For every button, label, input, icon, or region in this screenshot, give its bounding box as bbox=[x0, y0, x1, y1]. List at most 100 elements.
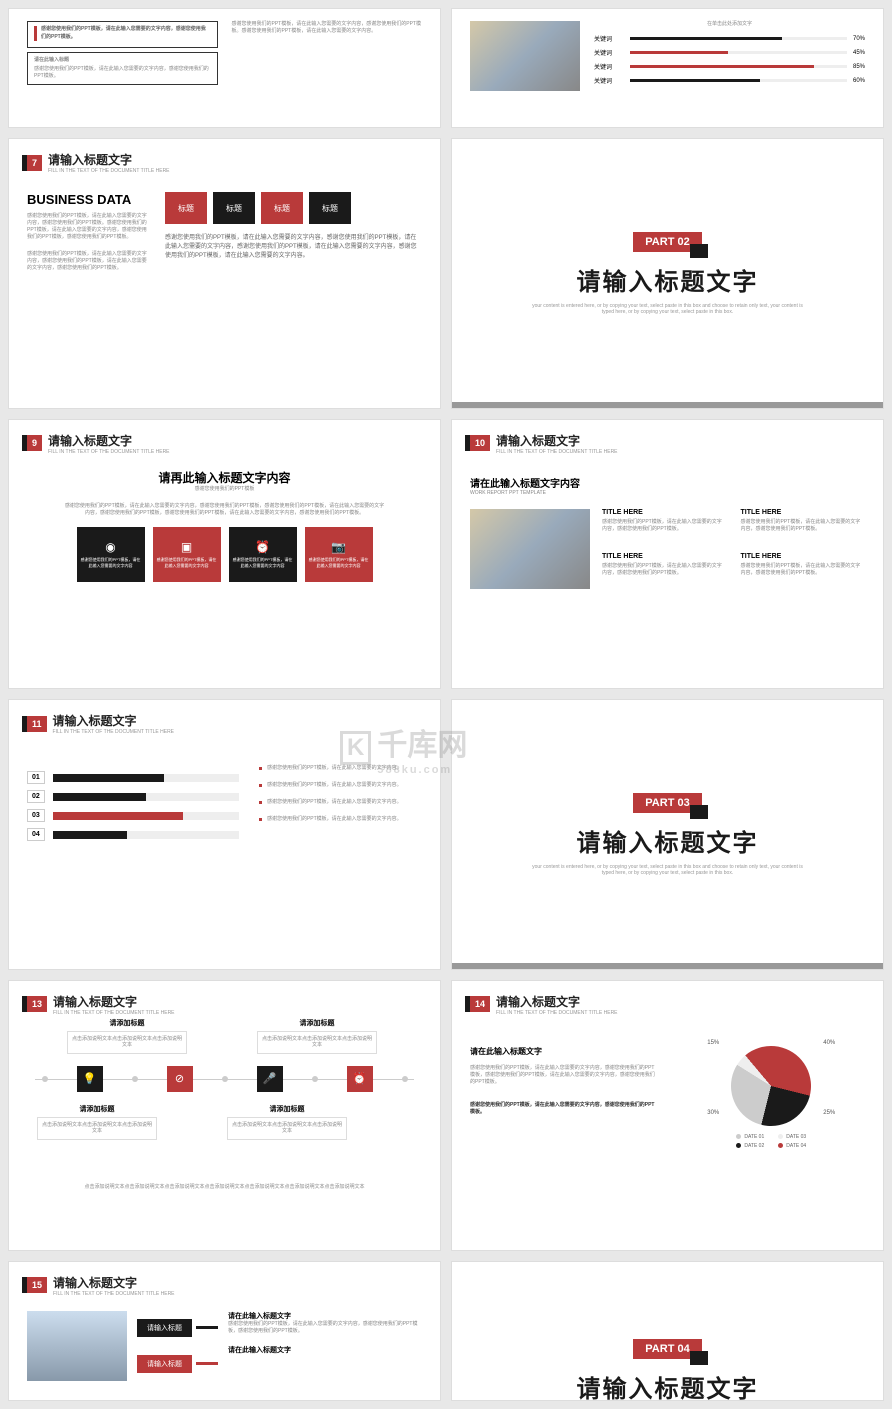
legend-item: DATE 02 bbox=[736, 1143, 764, 1149]
footer: 点击添加说明文本点击添加说明文本点击添加说明文本点击添加说明文本点击添加说明文本… bbox=[27, 1184, 422, 1191]
keyword-row: 关键词60% bbox=[594, 76, 865, 85]
slide-number: 11 bbox=[27, 716, 47, 732]
slide-subtitle: FILL IN THE TEXT OF THE DOCUMENT TITLE H… bbox=[48, 168, 170, 174]
slide-subtitle: FILL IN THE TEXT OF THE DOCUMENT TITLE H… bbox=[496, 1010, 618, 1016]
tl-body: 点击添加说明文本点击添加说明文本点击添加说明文本 bbox=[37, 1117, 157, 1140]
part-badge: PART 02 bbox=[633, 232, 701, 252]
tl-body: 点击添加说明文本点击添加说明文本点击添加说明文本 bbox=[227, 1117, 347, 1140]
box2-title: 请在此输入标题 bbox=[34, 57, 211, 64]
slide-part-04: PART 04 请输入标题文字 bbox=[451, 1261, 884, 1401]
rbody: 感谢您使用我们的PPT模板，请在此输入您需要的文字内容，感谢您使用我们的PPT模… bbox=[165, 234, 422, 261]
slide-7: 7 请输入标题文字 FILL IN THE TEXT OF THE DOCUME… bbox=[8, 138, 441, 409]
tab-box: 标题 bbox=[213, 192, 255, 224]
box2-body: 感谢您使用我们的PPT模板，请在此输入您需要的文字内容，感谢您使用我们的PPT模… bbox=[34, 66, 211, 80]
tab-box: 标题 bbox=[165, 192, 207, 224]
slide-14: 14 请输入标题文字 FILL IN THE TEXT OF THE DOCUM… bbox=[451, 980, 884, 1251]
hsub: WORK REPORT PPT TEMPLATE bbox=[470, 490, 865, 497]
bar-row: 02 bbox=[27, 790, 239, 803]
slide-13: 13 请输入标题文字 FILL IN THE TEXT OF THE DOCUM… bbox=[8, 980, 441, 1251]
slide-title: 请输入标题文字 bbox=[53, 1274, 175, 1291]
slide-part-02: PART 02 请输入标题文字 your content is entered … bbox=[451, 138, 884, 409]
column: TITLE HERE感谢您使用我们的PPT模板，请在此输入您需要的文字内容，感谢… bbox=[602, 553, 727, 589]
text-title: 请在此输入标题文字 bbox=[228, 1345, 422, 1355]
column: TITLE HERE感谢您使用我们的PPT模板，请在此输入您需要的文字内容，感谢… bbox=[741, 553, 866, 589]
slide-number: 13 bbox=[27, 996, 47, 1012]
icon-box: 📷感谢您使用我们的PPT模板，请在此输入您需要的文字内容 bbox=[305, 527, 373, 582]
pie-label: 30% bbox=[707, 1110, 719, 1116]
slide-subtitle: FILL IN THE TEXT OF THE DOCUMENT TITLE H… bbox=[53, 729, 175, 735]
bar-row: 01 bbox=[27, 771, 239, 784]
hsub: 感谢您使用我们的PPT模板 bbox=[27, 486, 422, 493]
slide-title: 请输入标题文字 bbox=[48, 151, 170, 168]
bullet-item: 感谢您使用我们的PPT模板，请在此输入您需要的文字内容。 bbox=[259, 799, 422, 806]
slide-subtitle: FILL IN THE TEXT OF THE DOCUMENT TITLE H… bbox=[496, 449, 618, 455]
slide-subtitle: FILL IN THE TEXT OF THE DOCUMENT TITLE H… bbox=[53, 1291, 175, 1297]
part-badge: PART 04 bbox=[633, 1339, 701, 1359]
slide-5: 感谢您使用我们的PPT模板，请在此输入您需要的文字内容，感谢您使用我们的PPT模… bbox=[8, 8, 441, 128]
heading: 请在此输入标题文字 bbox=[470, 1046, 658, 1057]
slide-number: 7 bbox=[27, 155, 42, 171]
slide-title: 请输入标题文字 bbox=[496, 432, 618, 449]
box1-body: 感谢您使用我们的PPT模板，请在此输入您需要的文字内容，感谢您使用我们的PPT模… bbox=[34, 26, 211, 41]
pie-label: 40% bbox=[823, 1040, 835, 1046]
slide-number: 9 bbox=[27, 435, 42, 451]
image-placeholder bbox=[27, 1311, 127, 1381]
column: TITLE HERE感谢您使用我们的PPT模板，请在此输入您需要的文字内容，感谢… bbox=[741, 509, 866, 545]
part-sub: your content is entered here, or by copy… bbox=[528, 864, 808, 876]
image-placeholder bbox=[470, 21, 580, 91]
s6-sub: 在单击此处添加文字 bbox=[594, 21, 865, 28]
part-sub: your content is entered here, or by copy… bbox=[528, 303, 808, 315]
lbody: 感谢您使用我们的PPT模板，请在此输入您需要的文字内容，感谢您使用我们的PPT模… bbox=[27, 213, 147, 241]
slide-9: 9 请输入标题文字 FILL IN THE TEXT OF THE DOCUME… bbox=[8, 419, 441, 690]
part-title: 请输入标题文字 bbox=[577, 823, 759, 858]
legend-item: DATE 04 bbox=[778, 1143, 806, 1149]
slide-number: 15 bbox=[27, 1277, 47, 1293]
slide-title: 请输入标题文字 bbox=[53, 712, 175, 729]
legend-item: DATE 01 bbox=[736, 1134, 764, 1140]
pie-label: 15% bbox=[707, 1040, 719, 1046]
keyword-row: 关键词70% bbox=[594, 34, 865, 43]
tl-title: 请添加标题 bbox=[227, 1104, 347, 1114]
slide-title: 请输入标题文字 bbox=[496, 993, 618, 1010]
legend-item: DATE 03 bbox=[778, 1134, 806, 1140]
bar-row: 04 bbox=[27, 828, 239, 841]
tl-title: 请添加标题 bbox=[37, 1104, 157, 1114]
slide-6: 在单击此处添加文字 关键词70%关键词45%关键词85%关键词60% bbox=[451, 8, 884, 128]
bar-row: 03 bbox=[27, 809, 239, 822]
tag-button: 请输入标题 bbox=[137, 1355, 192, 1373]
icon-box: ◉感谢您使用我们的PPT模板，请在此输入您需要的文字内容 bbox=[77, 527, 145, 582]
keyword-row: 关键词45% bbox=[594, 48, 865, 57]
slide-title: 请输入标题文字 bbox=[53, 993, 175, 1010]
bullet-item: 感谢您使用我们的PPT模板，请在此输入您需要的文字内容。 bbox=[259, 782, 422, 789]
bullet-item: 感谢您使用我们的PPT模板，请在此输入您需要的文字内容。 bbox=[259, 816, 422, 823]
compass-icon: ⊘ bbox=[167, 1066, 193, 1092]
lbody2: 感谢您使用我们的PPT模板，请在此输入您需要的文字内容，感谢您使用我们的PPT模… bbox=[27, 251, 147, 272]
tab-box: 标题 bbox=[309, 192, 351, 224]
slide-number: 10 bbox=[470, 435, 490, 451]
text-body: 感谢您使用我们的PPT模板，请在此输入您需要的文字内容，感谢您使用我们的PPT模… bbox=[228, 1321, 422, 1335]
slide-11: 11 请输入标题文字 FILL IN THE TEXT OF THE DOCUM… bbox=[8, 699, 441, 970]
tl-body: 点击添加说明文本点击添加说明文本点击添加说明文本 bbox=[257, 1031, 377, 1054]
tl-body: 点击添加说明文本点击添加说明文本点击添加说明文本 bbox=[67, 1031, 187, 1054]
s5-rbody: 感谢您使用我们的PPT模板，请在此输入您需要的文字内容，感谢您使用我们的PPT模… bbox=[232, 21, 423, 85]
tl-title: 请添加标题 bbox=[67, 1018, 187, 1028]
slide-number: 14 bbox=[470, 996, 490, 1012]
body: 感谢您使用我们的PPT模板，请在此输入您需要的文字内容，感谢您使用我们的PPT模… bbox=[65, 503, 385, 517]
image-placeholder bbox=[470, 509, 590, 589]
bold-text: 感谢您使用我们的PPT模板，请在此输入您需要的文字内容，感谢您使用我们的PPT模… bbox=[470, 1102, 658, 1116]
slide-title: 请输入标题文字 bbox=[48, 432, 170, 449]
body: 感谢您使用我们的PPT模板，请在此输入您需要的文字内容，感谢您使用我们的PPT模… bbox=[470, 1065, 658, 1086]
bullet-item: 感谢您使用我们的PPT模板，请在此输入您需要的文字内容。 bbox=[259, 765, 422, 772]
column: TITLE HERE感谢您使用我们的PPT模板，请在此输入您需要的文字内容，感谢… bbox=[602, 509, 727, 545]
slide-15: 15 请输入标题文字 FILL IN THE TEXT OF THE DOCUM… bbox=[8, 1261, 441, 1401]
slide-10: 10 请输入标题文字 FILL IN THE TEXT OF THE DOCUM… bbox=[451, 419, 884, 690]
heading: 请在此输入标题文字内容 bbox=[470, 475, 865, 490]
part-badge: PART 03 bbox=[633, 793, 701, 813]
lightbulb-icon: 💡 bbox=[77, 1066, 103, 1092]
tl-title: 请添加标题 bbox=[257, 1018, 377, 1028]
slide-subtitle: FILL IN THE TEXT OF THE DOCUMENT TITLE H… bbox=[53, 1010, 175, 1016]
pie-chart bbox=[715, 1030, 828, 1143]
slide-part-03: PART 03 请输入标题文字 your content is entered … bbox=[451, 699, 884, 970]
icon-box: ▣感谢您使用我们的PPT模板，请在此输入您需要的文字内容 bbox=[153, 527, 221, 582]
part-title: 请输入标题文字 bbox=[577, 1369, 759, 1401]
